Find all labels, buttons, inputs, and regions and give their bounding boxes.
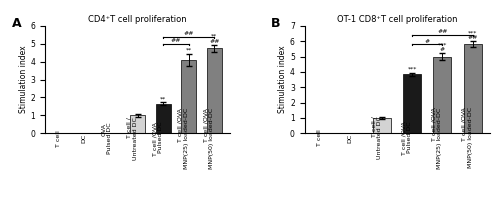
Bar [373, 118, 392, 133]
Text: T cell /OVA
MNP(50) loaded-DC: T cell /OVA MNP(50) loaded-DC [204, 108, 214, 169]
Bar [464, 44, 481, 133]
Text: ***: *** [468, 31, 477, 36]
Text: ##: ## [171, 38, 181, 43]
Bar [156, 104, 171, 133]
Text: **: ** [211, 33, 218, 38]
Text: DC: DC [82, 134, 86, 143]
Text: ##: ## [468, 35, 478, 40]
Text: OVA
Pulsed DC: OVA Pulsed DC [102, 123, 112, 155]
Text: T cell /OVA
Pulsed DC: T cell /OVA Pulsed DC [152, 122, 163, 156]
Bar [206, 48, 222, 133]
Text: T cell /
Untreated DC: T cell / Untreated DC [127, 117, 138, 160]
Y-axis label: Stimulation index: Stimulation index [18, 46, 28, 113]
Bar [181, 60, 196, 133]
Text: T cell /OVA
MNP(50) loaded-DC: T cell /OVA MNP(50) loaded-DC [462, 107, 472, 169]
Title: OT-1 CD8⁺T cell proliferation: OT-1 CD8⁺T cell proliferation [337, 15, 458, 24]
Text: ***: *** [438, 42, 447, 47]
Bar [404, 74, 421, 133]
Text: T cell: T cell [317, 129, 322, 146]
Y-axis label: Stimulation index: Stimulation index [278, 46, 287, 113]
Text: **: ** [160, 97, 166, 102]
Text: #: # [425, 39, 430, 44]
Text: T cell: T cell [56, 130, 61, 147]
Text: B: B [271, 17, 280, 30]
Bar [130, 115, 146, 133]
Text: ***: *** [408, 67, 417, 72]
Title: CD4⁺T cell proliferation: CD4⁺T cell proliferation [88, 15, 187, 24]
Text: A: A [12, 17, 21, 30]
Text: ##: ## [184, 31, 194, 36]
Bar [434, 57, 452, 133]
Text: T cell /OVA
MNP(25) loaded-DC: T cell /OVA MNP(25) loaded-DC [432, 107, 442, 169]
Text: DC: DC [347, 133, 352, 143]
Text: T cell /OVA
Pulsed DC: T cell /OVA Pulsed DC [402, 121, 412, 155]
Text: **: ** [186, 48, 192, 53]
Text: #: # [440, 47, 445, 52]
Text: T cell /OVA
MNP(25) loaded-DC: T cell /OVA MNP(25) loaded-DC [178, 108, 189, 169]
Text: ##: ## [437, 29, 448, 34]
Text: ##: ## [209, 39, 220, 44]
Text: T cell /
Untreated DC: T cell / Untreated DC [372, 117, 382, 159]
